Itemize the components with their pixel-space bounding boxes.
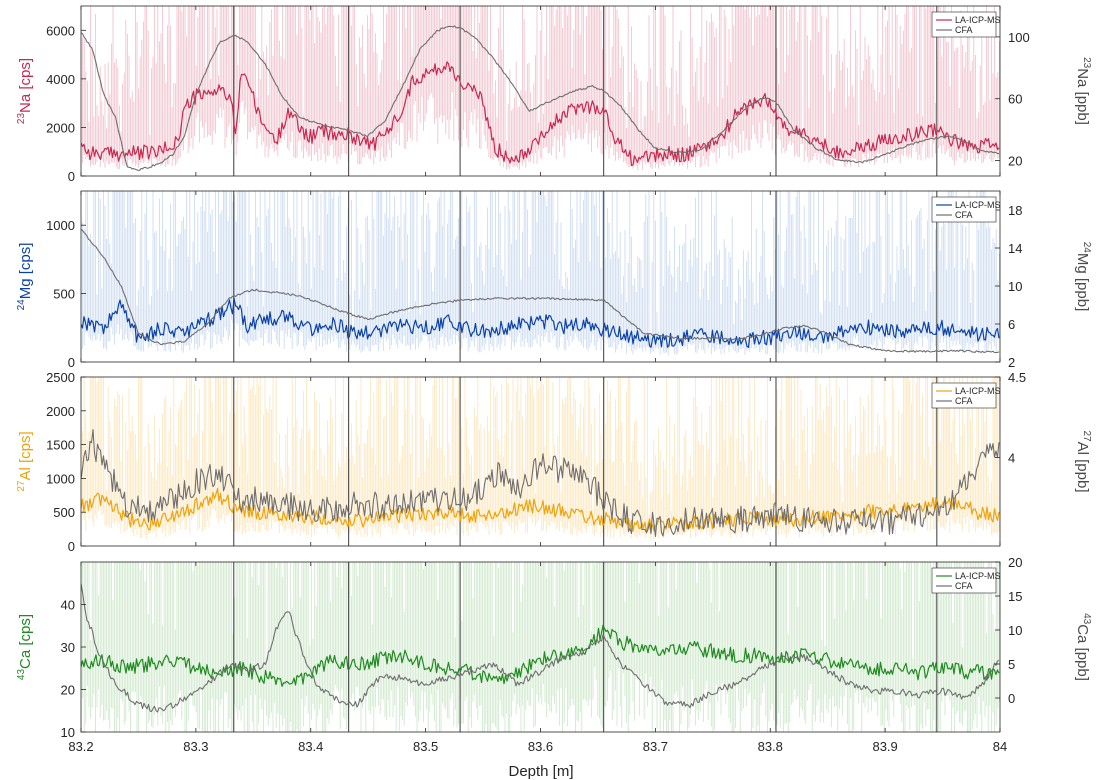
right-y-label: 27Al [ppb] (1074, 431, 1092, 493)
right-y-label: 43Ca [ppb] (1074, 613, 1092, 681)
legend-label-la-icp-ms: LA-ICP-MS (955, 571, 1001, 581)
right-tick-label: 100 (1008, 30, 1030, 45)
right-tick-label: 15 (1008, 589, 1022, 604)
legend-label-la-icp-ms: LA-ICP-MS (955, 386, 1001, 396)
raw-signal-mg (81, 191, 1000, 356)
left-tick-label: 6000 (46, 23, 75, 38)
series-ca-cfa (81, 583, 1000, 713)
panel-ca: 10 20 30 40 0 5 10 15 20 43Ca [cps] 43Ca [ppb] LA-I… (16, 555, 1092, 740)
legend-box (931, 196, 997, 223)
series-ca-la-icp-ms (81, 624, 1000, 687)
series-mg-la-icp-ms (81, 297, 1000, 349)
panel-al: 0 500 1000 1500 2000 2500 4 4.5 27Al [cps] 27Al [… (16, 370, 1092, 554)
raw-signal-ca (81, 562, 1000, 732)
left-tick-label: 0 (68, 539, 75, 554)
left-tick-label: 10 (61, 725, 75, 740)
x-axis-label: Depth [m] (508, 763, 573, 780)
x-tick-label: 83.4 (298, 739, 323, 754)
left-tick-label: 2000 (46, 120, 75, 135)
panel-na: 0 2000 4000 6000 20 60 100 23Na [cps] 23Na [ppb]… (16, 5, 1092, 184)
legend-box (931, 382, 997, 409)
legend-label-la-icp-ms: LA-ICP-MS (955, 200, 1001, 210)
left-y-label: 23Na [cps] (16, 58, 34, 124)
right-tick-label: 0 (1008, 691, 1015, 706)
left-tick-label: 1000 (46, 471, 75, 486)
x-tick-label: 83.6 (528, 739, 553, 754)
series-mg-cfa (81, 228, 1000, 354)
left-tick-label: 500 (53, 505, 75, 520)
right-y-label: 23Na [ppb] (1074, 57, 1092, 125)
legend-label-cfa: CFA (955, 210, 973, 220)
left-tick-label: 1000 (46, 218, 75, 233)
x-tick-label: 83.5 (413, 739, 438, 754)
left-tick-label: 4000 (46, 72, 75, 87)
right-y-label: 24Mg [ppb] (1074, 242, 1092, 312)
series-al-la-icp-ms (81, 487, 1000, 534)
x-tick-label: 83.8 (758, 739, 783, 754)
right-tick-label: 6 (1008, 317, 1015, 332)
left-tick-label: 0 (68, 355, 75, 370)
raw-signal-al (81, 377, 1000, 540)
right-tick-label: 5 (1008, 657, 1015, 672)
x-tick-label: 83.2 (68, 739, 93, 754)
right-tick-label: 20 (1008, 555, 1022, 570)
left-tick-label: 1500 (46, 438, 75, 453)
plot-content (81, 562, 1000, 732)
series-al-cfa (81, 429, 1000, 537)
right-tick-label: 4.5 (1008, 370, 1026, 385)
legend-box (931, 567, 997, 594)
right-tick-label: 10 (1008, 279, 1022, 294)
left-y-label: 43Ca [cps] (16, 614, 34, 680)
right-tick-label: 10 (1008, 623, 1022, 638)
left-y-label: 27Al [cps] (16, 431, 34, 491)
legend-label-cfa: CFA (955, 396, 973, 406)
x-tick-label: 83.3 (183, 739, 208, 754)
panel-mg: 0 500 1000 2 6 10 14 18 24Mg [cps] 24Mg [ppb] LA-I… (16, 190, 1092, 370)
x-tick-label: 83.7 (643, 739, 668, 754)
left-tick-label: 2500 (46, 370, 75, 385)
x-tick-label: 84 (993, 739, 1007, 754)
right-tick-label: 60 (1008, 92, 1022, 107)
left-tick-label: 0 (68, 169, 75, 184)
plot-content (81, 6, 1000, 176)
series-na-cfa (81, 25, 999, 171)
right-tick-label: 18 (1008, 203, 1022, 218)
right-tick-label: 2 (1008, 355, 1015, 370)
legend-label-la-icp-ms: LA-ICP-MS (955, 15, 1001, 25)
series-na-la-icp-ms (81, 61, 1000, 166)
right-tick-label: 4 (1008, 450, 1015, 465)
left-tick-label: 20 (61, 683, 75, 698)
legend-label-cfa: CFA (955, 25, 973, 35)
left-tick-label: 2000 (46, 404, 75, 419)
right-tick-label: 14 (1008, 241, 1022, 256)
plot-content (81, 377, 1000, 546)
right-tick-label: 20 (1008, 154, 1022, 169)
left-y-label: 24Mg [cps] (16, 243, 34, 311)
x-tick-label: 83.9 (872, 739, 897, 754)
plot-content (81, 191, 1000, 362)
left-tick-label: 500 (53, 287, 75, 302)
legend-label-cfa: CFA (955, 581, 973, 591)
left-tick-label: 30 (61, 640, 75, 655)
legend-box (931, 11, 997, 38)
left-tick-label: 40 (61, 598, 75, 613)
